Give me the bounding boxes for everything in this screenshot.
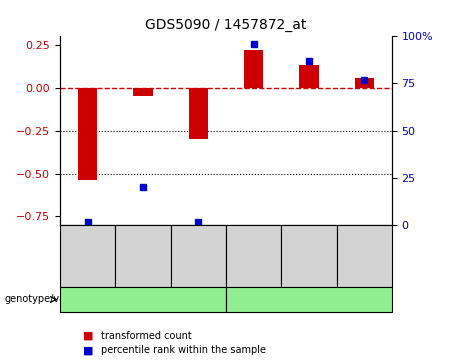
Text: transformed count: transformed count (101, 331, 192, 341)
Bar (355, 78, 374, 88)
Title: GDS5090 / 1457872_at: GDS5090 / 1457872_at (145, 19, 307, 33)
Bar (78, 88, 97, 180)
Text: ■: ■ (83, 331, 94, 341)
Text: GSM1151364: GSM1151364 (360, 228, 369, 284)
Text: genotype/variation: genotype/variation (5, 294, 97, 305)
Text: GSM1151362: GSM1151362 (249, 228, 258, 284)
Text: GSM1151359: GSM1151359 (83, 228, 92, 284)
Text: cystatin B knockout Cstb-/-: cystatin B knockout Cstb-/- (86, 295, 200, 304)
Text: wild type: wild type (287, 294, 331, 305)
Text: GSM1151361: GSM1151361 (194, 228, 203, 284)
Text: GSM1151363: GSM1151363 (304, 228, 313, 284)
Bar (133, 88, 153, 96)
Bar (189, 88, 208, 139)
Bar (244, 50, 263, 88)
Bar (299, 65, 319, 88)
Text: GSM1151360: GSM1151360 (138, 228, 148, 284)
Text: ■: ■ (83, 345, 94, 355)
Text: percentile rank within the sample: percentile rank within the sample (101, 345, 266, 355)
